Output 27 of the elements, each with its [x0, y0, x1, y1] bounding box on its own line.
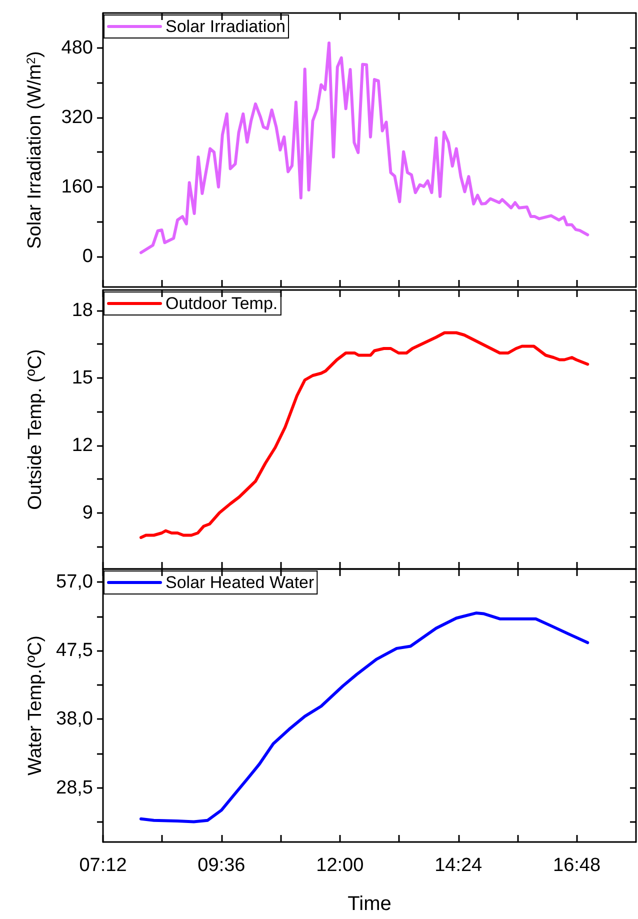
text: Solar Heated Water [166, 573, 314, 592]
x-tick-label: 14:24 [434, 855, 483, 876]
line-series [140, 42, 590, 254]
y-tick-label: 160 [61, 176, 93, 198]
y-tick-label: 9 [82, 502, 93, 524]
y-tick-label: 47,5 [56, 640, 93, 662]
y-tick-label: 57,0 [56, 572, 93, 592]
x-tick-label: 09:36 [198, 855, 246, 876]
y-tick-label: 38,0 [56, 708, 93, 730]
line-series [140, 612, 590, 824]
y-tick-label: 0 [82, 246, 93, 268]
y-axis-title: Water Temp.(ºC) [25, 636, 46, 776]
y-tick-label: 12 [72, 434, 93, 456]
y-tick-label: 28,5 [56, 777, 93, 798]
text: Solar Irradiation [166, 17, 286, 36]
x-tick-label: 07:12 [79, 855, 127, 876]
line-series [140, 331, 590, 539]
x-axis-title: Time [348, 893, 392, 915]
y-tick-label: 18 [72, 300, 93, 321]
text: Outdoor Temp. [166, 294, 278, 313]
y-tick-label: 15 [72, 367, 93, 388]
x-tick-label: 16:48 [553, 855, 601, 876]
y-tick-label: 320 [61, 106, 93, 128]
y-axis-title: Solar Irradiation (W/m2) [24, 51, 46, 249]
y-tick-label: 480 [61, 37, 93, 58]
x-tick-label: 12:00 [316, 855, 364, 876]
y-axis-title: Outside Temp. (ºC) [25, 349, 46, 510]
